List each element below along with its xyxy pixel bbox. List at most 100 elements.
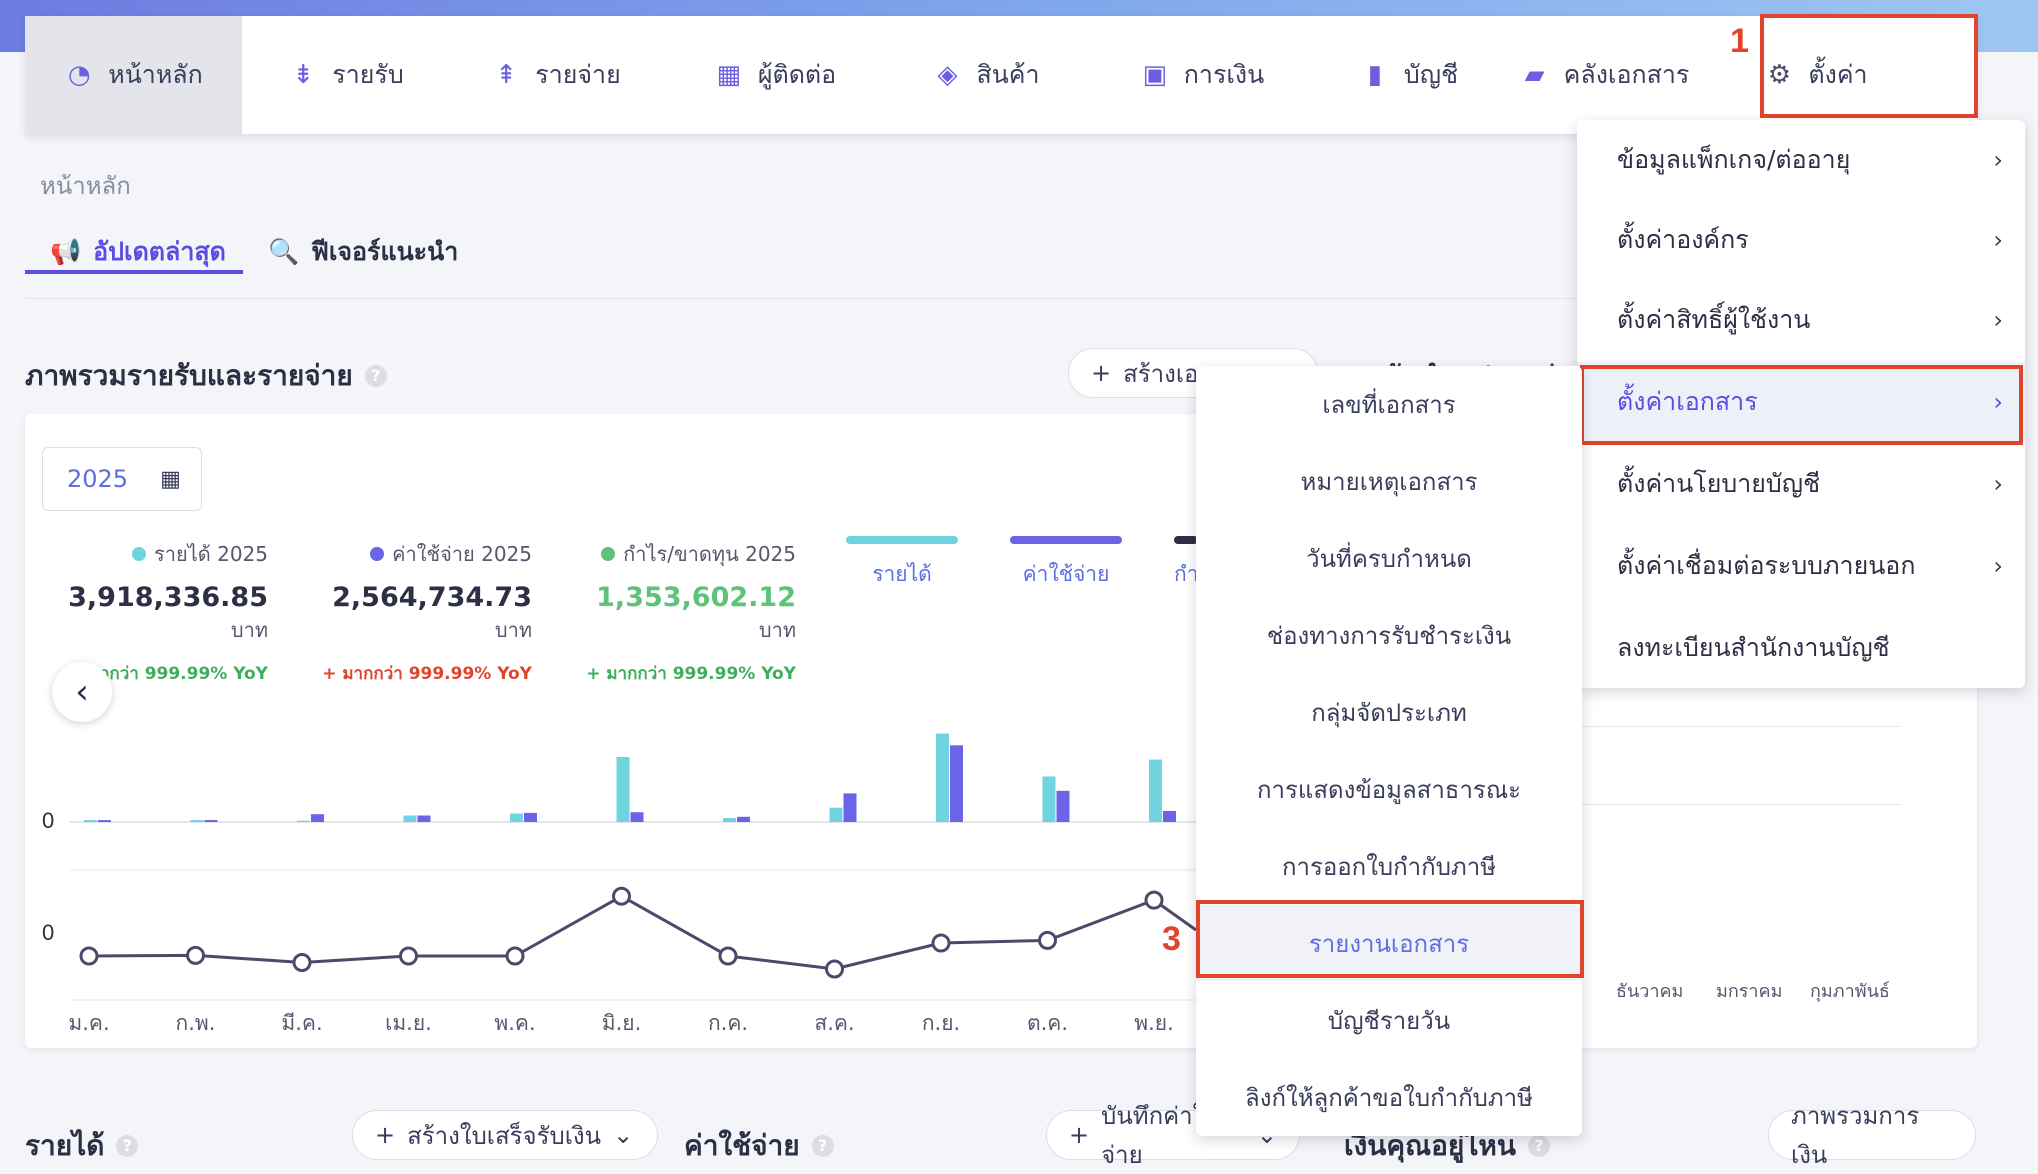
month-label: ม.ค. xyxy=(68,1011,109,1035)
profit-point[interactable] xyxy=(931,933,951,953)
bar-expense[interactable] xyxy=(524,812,537,822)
month-label: ก.ย. xyxy=(922,1011,960,1035)
year-picker[interactable]: 2025 ▦ xyxy=(42,447,202,511)
bar-income[interactable] xyxy=(510,813,523,822)
bar-expense[interactable] xyxy=(98,820,111,822)
doc-menu-daily-journal[interactable]: บัญชีรายวัน xyxy=(1327,1006,1451,1035)
settings-menu-register-firm[interactable]: ลงทะเบียนสำนักงานบัญชี xyxy=(1617,633,1890,662)
expense-dot xyxy=(370,547,385,561)
profit-point[interactable] xyxy=(292,953,312,972)
profit-point[interactable] xyxy=(1038,930,1057,950)
profit-point[interactable] xyxy=(79,946,99,966)
doc-menu-public-display[interactable]: การแสดงข้อมูลสาธารณะ xyxy=(1257,775,1521,804)
settings-dropdown: ข้อมูลแพ็กเกจ/ต่ออายุ › ตั้งค่าองค์กร › … xyxy=(1577,120,2025,688)
doc-menu-customer-invoice-link[interactable]: ลิงก์ให้ลูกค้าขอใบกำกับภาษี xyxy=(1245,1083,1533,1112)
profit-point[interactable] xyxy=(718,946,738,966)
doc-menu-document-report[interactable]: รายงานเอกสาร xyxy=(1196,905,1582,981)
bar-expense[interactable] xyxy=(630,812,644,822)
bar-income[interactable] xyxy=(616,757,630,822)
bar-income[interactable] xyxy=(297,820,310,822)
bar-expense[interactable] xyxy=(417,815,431,823)
doc-menu-payment-channels[interactable]: ช่องทางการรับชำระเงิน xyxy=(1266,621,1512,650)
tab-underline xyxy=(25,270,243,274)
nav-expense[interactable]: ⇞ รายจ่าย xyxy=(450,16,662,134)
bar-income[interactable] xyxy=(1149,759,1162,822)
doc-menu-due-date[interactable]: วันที่ครบกำหนด xyxy=(1306,544,1472,573)
nav-income[interactable]: ⇟ รายรับ xyxy=(242,16,450,134)
search-icon: 🔍 xyxy=(268,237,300,266)
bar-expense[interactable] xyxy=(843,793,857,822)
help-icon[interactable]: ? xyxy=(116,1135,139,1157)
bar-expense[interactable] xyxy=(1056,790,1070,822)
profit-point[interactable] xyxy=(399,946,418,966)
doc-menu-tax-invoice[interactable]: การออกใบกำกับภาษี xyxy=(1281,852,1497,881)
profit-point[interactable] xyxy=(1144,890,1164,910)
help-icon[interactable]: ? xyxy=(364,365,387,387)
month-label: มิ.ย. xyxy=(602,1011,642,1035)
tab-updates[interactable]: 📢 อัปเดตล่าสุด xyxy=(50,237,226,266)
chevron-right-icon: › xyxy=(1993,388,2003,416)
month-label: มกราคม xyxy=(1716,981,1783,1002)
settings-menu-permissions[interactable]: ตั้งค่าสิทธิ์ผู้ใช้งาน › xyxy=(1617,305,2003,334)
gear-icon: ⚙ xyxy=(1767,60,1792,90)
nav-settings[interactable]: ⚙ ตั้งค่า xyxy=(1711,16,1921,134)
stat-expense: ค่าใช้จ่าย 2025 2,564,734.73 บาท + มากกว… xyxy=(322,542,532,684)
legend-profit[interactable]: กำ xyxy=(1174,536,1199,591)
bar-income[interactable] xyxy=(403,815,417,823)
bar-expense[interactable] xyxy=(737,816,750,822)
doc-menu-number[interactable]: เลขที่เอกสาร xyxy=(1322,390,1456,419)
settings-menu-documents[interactable]: ตั้งค่าเอกสาร › xyxy=(1577,362,2025,442)
bar-expense[interactable] xyxy=(204,820,218,822)
month-label: ธันวาคม xyxy=(1616,981,1684,1002)
legend-income[interactable]: รายได้ xyxy=(846,536,958,591)
highlight-doc-settings xyxy=(1580,365,2023,445)
bar-axis-label: 0 xyxy=(42,808,54,833)
settings-menu-package[interactable]: ข้อมูลแพ็กเกจ/ต่ออายุ › xyxy=(1617,145,2003,174)
bar-expense[interactable] xyxy=(311,814,324,822)
bar-income[interactable] xyxy=(723,818,736,822)
calendar-icon: ▦ xyxy=(160,466,181,492)
stat-income: รายได้ 2025 3,918,336.85 บาท + มากกว่า 9… xyxy=(58,542,268,684)
stat-profit: กำไร/ขาดทุน 2025 1,353,602.12 บาท + มากก… xyxy=(586,542,796,684)
settings-menu-integrations[interactable]: ตั้งค่าเชื่อมต่อระบบภายนอก › xyxy=(1617,551,2003,580)
contacts-building-icon: ▦ xyxy=(716,60,742,90)
hidden-gridline xyxy=(1582,726,1902,727)
finance-overview-button[interactable]: ภาพรวมการเงิน xyxy=(1768,1102,1976,1169)
bar-income[interactable] xyxy=(190,820,204,822)
doc-menu-remarks[interactable]: หมายเหตุเอกสาร xyxy=(1300,467,1478,496)
month-label: ต.ค. xyxy=(1027,1011,1068,1035)
bar-income[interactable] xyxy=(1042,776,1056,823)
settings-menu-accounting-policy[interactable]: ตั้งค่านโยบายบัญชี › xyxy=(1617,469,2003,498)
help-icon[interactable]: ? xyxy=(811,1135,834,1157)
plus-icon: + xyxy=(1069,1121,1090,1149)
income-title: รายได้ ? xyxy=(25,1124,139,1168)
help-icon[interactable]: ? xyxy=(1528,1135,1550,1157)
bar-income[interactable] xyxy=(84,820,97,822)
chevron-right-icon: › xyxy=(1993,470,2003,498)
bar-expense[interactable] xyxy=(1163,810,1176,822)
settings-menu-organization[interactable]: ตั้งค่าองค์กร › xyxy=(1617,225,2003,254)
nav-finance[interactable]: ▣ การเงิน xyxy=(1084,16,1320,134)
nav-accounting[interactable]: ▮ บัญชี xyxy=(1320,16,1498,134)
month-label: พ.ย. xyxy=(1134,1011,1174,1035)
nav-documents[interactable]: ▰ คลังเอกสาร xyxy=(1498,16,1711,134)
nav-contacts[interactable]: ▦ ผู้ติดต่อ xyxy=(662,16,888,134)
legend-expense[interactable]: ค่าใช้จ่าย xyxy=(1010,536,1122,591)
nav-home[interactable]: ◔ หน้าหลัก xyxy=(25,16,242,134)
profit-point[interactable] xyxy=(612,886,631,906)
chart-prev-button[interactable]: ‹ xyxy=(52,662,112,722)
line-axis-label: 0 xyxy=(42,920,54,945)
create-receipt-button[interactable]: + สร้างใบเสร็จรับเงิน ⌄ xyxy=(352,1110,658,1160)
nav-products[interactable]: ◈ สินค้า xyxy=(888,16,1084,134)
doc-menu-category-groups[interactable]: กลุ่มจัดประเภท xyxy=(1311,698,1467,727)
bar-income[interactable] xyxy=(936,733,949,822)
bar-expense[interactable] xyxy=(950,745,963,822)
profit-point[interactable] xyxy=(505,946,525,966)
bar-income[interactable] xyxy=(829,807,843,822)
chevron-right-icon: › xyxy=(1993,146,2003,174)
box-icon: ◈ xyxy=(937,60,958,90)
profit-point[interactable] xyxy=(825,959,844,979)
profit-point[interactable] xyxy=(186,945,205,965)
tab-features[interactable]: 🔍 ฟีเจอร์แนะนำ xyxy=(268,237,459,266)
